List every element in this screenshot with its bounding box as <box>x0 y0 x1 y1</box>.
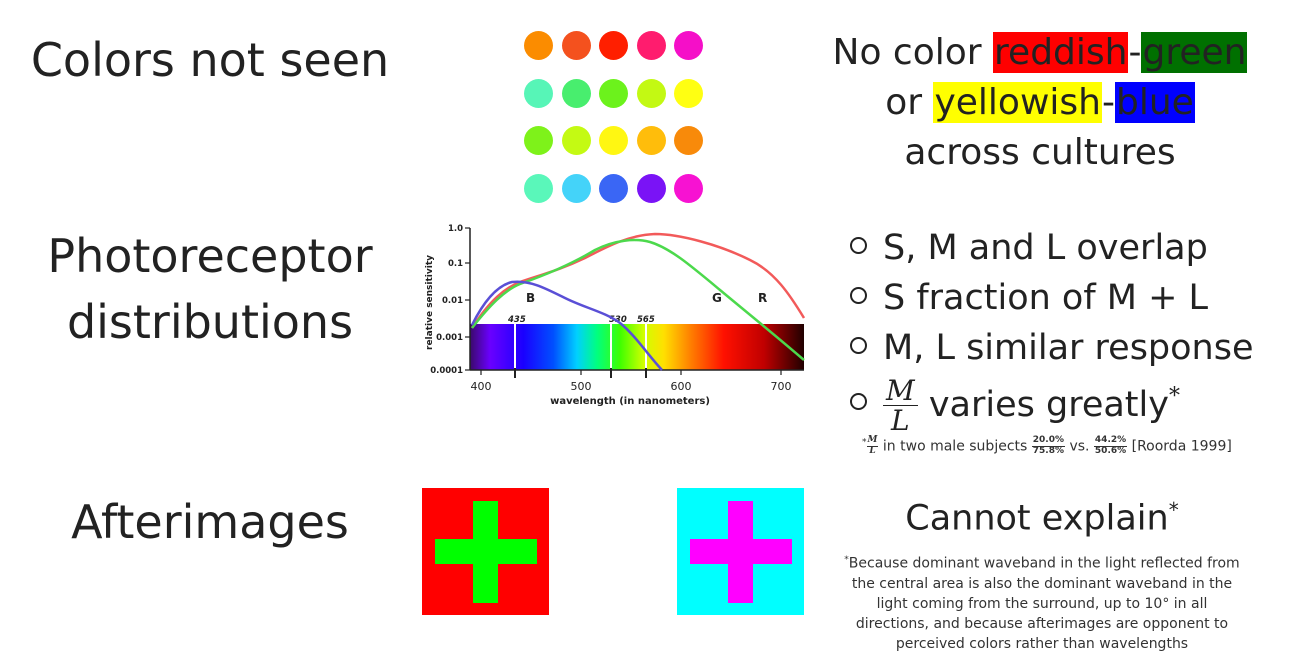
subject2-ratio: 44.2% 50.6% <box>1093 435 1128 457</box>
color-dot <box>524 173 553 203</box>
footnote-text: in two male subjects <box>882 438 1028 455</box>
no-color-line2: or yellowish-blue <box>830 78 1250 128</box>
photoreceptor-title-line2: distributions <box>66 295 354 349</box>
cone-sensitivity-chart: relative sensitivity 1.0 0.1 0.01 0.001 0.00… <box>425 224 806 407</box>
bullet-text: S, M and L overlap <box>883 228 1208 268</box>
green-highlight: green <box>1141 32 1248 73</box>
y-ticks: 1.0 0.1 0.01 0.001 0.0001 <box>430 224 470 376</box>
small-denominator: L <box>869 445 876 456</box>
color-dot <box>674 31 703 60</box>
afterimages-title: Afterimages <box>71 495 349 549</box>
no-color-statement: No color reddish-green or yellowish-blue… <box>830 28 1250 178</box>
cannot-explain-text: Cannot explain <box>905 498 1169 539</box>
y-tick-label: 0.01 <box>442 296 463 306</box>
bullet-circle-icon <box>850 286 867 304</box>
cross-horizontal <box>435 539 537 564</box>
bullet-circle-icon <box>850 393 867 411</box>
cannot-explain-star: * <box>1168 498 1179 522</box>
color-dot <box>561 126 591 155</box>
bullet-similar-response: M, L similar response <box>850 328 1254 368</box>
no-color-line3: across cultures <box>904 132 1176 173</box>
bullet-circle-icon <box>850 236 867 254</box>
footnote-vs: vs. <box>1069 438 1090 455</box>
color-dot <box>636 173 666 203</box>
color-dot <box>674 173 703 203</box>
peak-label-565: 565 <box>637 315 655 325</box>
bullet-text: M, L similar response <box>883 328 1254 368</box>
color-dot <box>524 126 553 155</box>
y-tick-label: 1.0 <box>448 224 463 234</box>
x-ticks: 400 500 600 700 <box>471 370 792 393</box>
no-color-prefix: No color <box>832 32 994 73</box>
reddish-highlight: reddish <box>993 32 1129 73</box>
small-numerator: M <box>866 435 879 447</box>
dash-2: - <box>1101 82 1115 123</box>
blue-cone-curve <box>470 280 663 371</box>
y-tick-label: 0.001 <box>436 333 463 343</box>
y-tick-label: 0.0001 <box>430 366 463 376</box>
x-tick-label: 400 <box>471 380 492 393</box>
subject2-den: 50.6% <box>1094 445 1127 456</box>
color-dot <box>674 78 703 108</box>
fraction-denominator: L <box>891 404 910 438</box>
peak-label-530: 530 <box>609 315 627 325</box>
subject1-ratio: 20.0% 75.8% <box>1031 435 1065 457</box>
no-color-line1: No color reddish-green <box>830 28 1250 78</box>
bullet-text: S fraction of M + L <box>883 278 1209 318</box>
asterisk: * <box>1168 384 1180 410</box>
red-box-green-cross <box>422 488 549 615</box>
peak-label-435: 435 <box>507 315 526 325</box>
colors-not-seen-title: Colors not seen <box>30 33 390 87</box>
cannot-explain-heading: Cannot explain* <box>840 498 1244 539</box>
color-dot <box>561 173 591 203</box>
color-dot <box>599 78 628 108</box>
or-word: or <box>885 82 934 123</box>
color-dot <box>636 31 666 60</box>
x-tick-label: 700 <box>771 380 792 393</box>
bullet-circle-icon <box>850 336 867 354</box>
green-cone-curve <box>471 238 805 361</box>
cross-horizontal <box>690 539 792 564</box>
x-tick-label: 600 <box>671 380 692 393</box>
color-dot <box>561 31 591 60</box>
color-dot <box>674 126 703 155</box>
color-dot <box>599 31 628 60</box>
visible-spectrum-band <box>470 324 804 370</box>
yellowish-highlight: yellowish <box>933 82 1102 123</box>
afterimage-explanation-note: *Because dominant waveband in the light … <box>840 550 1244 654</box>
color-dot <box>636 78 666 108</box>
subject2-num: 44.2% <box>1093 435 1128 447</box>
color-dot <box>599 173 628 203</box>
photoreceptor-title-line1: Photoreceptor <box>47 229 373 283</box>
subject1-den: 75.8% <box>1032 445 1064 456</box>
bullet-overlap: S, M and L overlap <box>850 228 1208 268</box>
fraction-numerator: M <box>883 376 918 407</box>
color-dot <box>524 78 553 108</box>
footnote-citation: [Roorda 1999] <box>1131 438 1232 455</box>
cyan-box-magenta-cross <box>677 488 804 615</box>
blue-highlight: blue <box>1114 82 1195 123</box>
curve-label-b: B <box>526 291 535 305</box>
dash-1: - <box>1128 32 1142 73</box>
curve-label-g: G <box>712 291 722 305</box>
chart-ylabel: relative sensitivity <box>425 255 435 350</box>
x-tick-label: 500 <box>571 380 592 393</box>
y-tick-label: 0.1 <box>448 259 463 269</box>
chart-xlabel: wavelength (in nanometers) <box>550 396 710 407</box>
bullet-s-fraction: S fraction of M + L <box>850 278 1208 318</box>
note-text: Because dominant waveband in the light r… <box>848 555 1240 652</box>
color-dot <box>524 31 553 60</box>
roorda-footnote: * M L in two male subjects 20.0% 75.8% vs. … <box>862 435 1232 457</box>
bullet-text: varies greatly <box>928 384 1169 425</box>
footnote-star: * <box>862 437 867 448</box>
subject1-num: 20.0% <box>1031 435 1065 447</box>
color-dot <box>599 126 628 155</box>
color-dot <box>636 126 666 155</box>
curve-label-r: R <box>758 291 767 305</box>
color-dot <box>561 78 591 108</box>
note-star: * <box>844 555 849 565</box>
